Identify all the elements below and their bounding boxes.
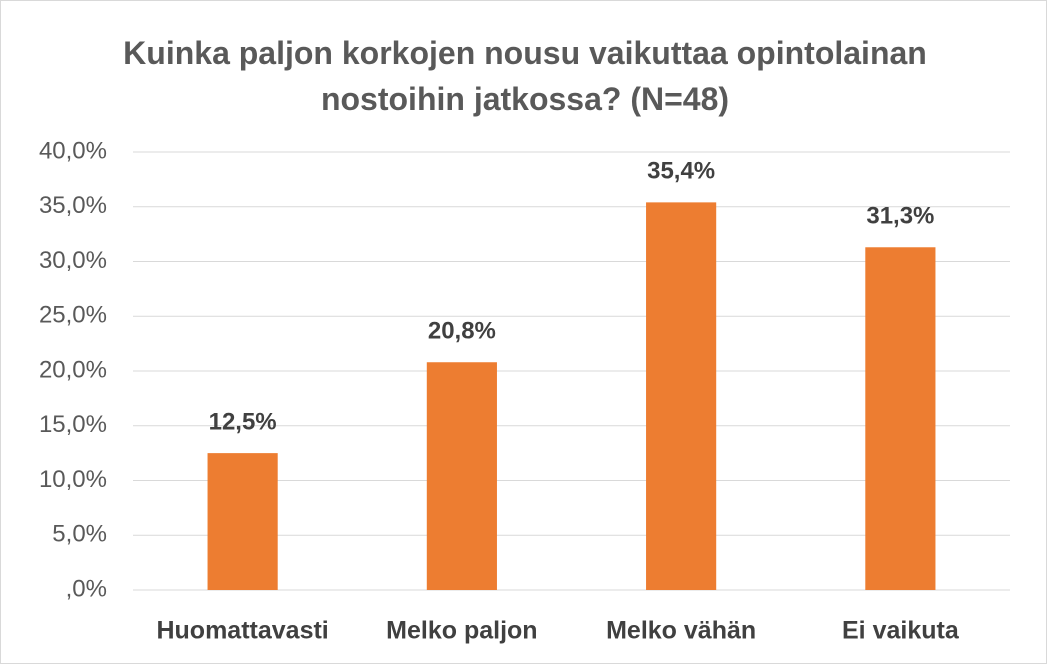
y-tick-label: 40,0% bbox=[39, 137, 107, 164]
y-tick-label: 5,0% bbox=[52, 521, 107, 548]
x-tick-label: Huomattavasti bbox=[156, 617, 328, 645]
y-tick-label: ,0% bbox=[66, 575, 107, 602]
y-tick-label: 35,0% bbox=[39, 192, 107, 219]
x-tick-label: Melko vähän bbox=[606, 617, 756, 645]
y-tick-label: 15,0% bbox=[39, 411, 107, 438]
bar bbox=[865, 247, 936, 590]
y-tick-label: 30,0% bbox=[39, 247, 107, 274]
y-tick-label: 25,0% bbox=[39, 302, 107, 329]
bar bbox=[426, 362, 497, 590]
data-label: 20,8% bbox=[428, 318, 496, 345]
chart-title: Kuinka paljon korkojen nousu vaikuttaa o… bbox=[123, 35, 927, 117]
bar bbox=[646, 202, 717, 590]
bar bbox=[207, 453, 278, 590]
y-tick-label: 10,0% bbox=[39, 466, 107, 493]
x-tick-label: Melko paljon bbox=[386, 617, 537, 645]
data-label: 12,5% bbox=[209, 408, 277, 435]
x-tick-label: Ei vaikuta bbox=[842, 617, 960, 645]
y-tick-label: 20,0% bbox=[39, 356, 107, 383]
data-label: 35,4% bbox=[647, 158, 715, 185]
data-label: 31,3% bbox=[866, 203, 934, 230]
